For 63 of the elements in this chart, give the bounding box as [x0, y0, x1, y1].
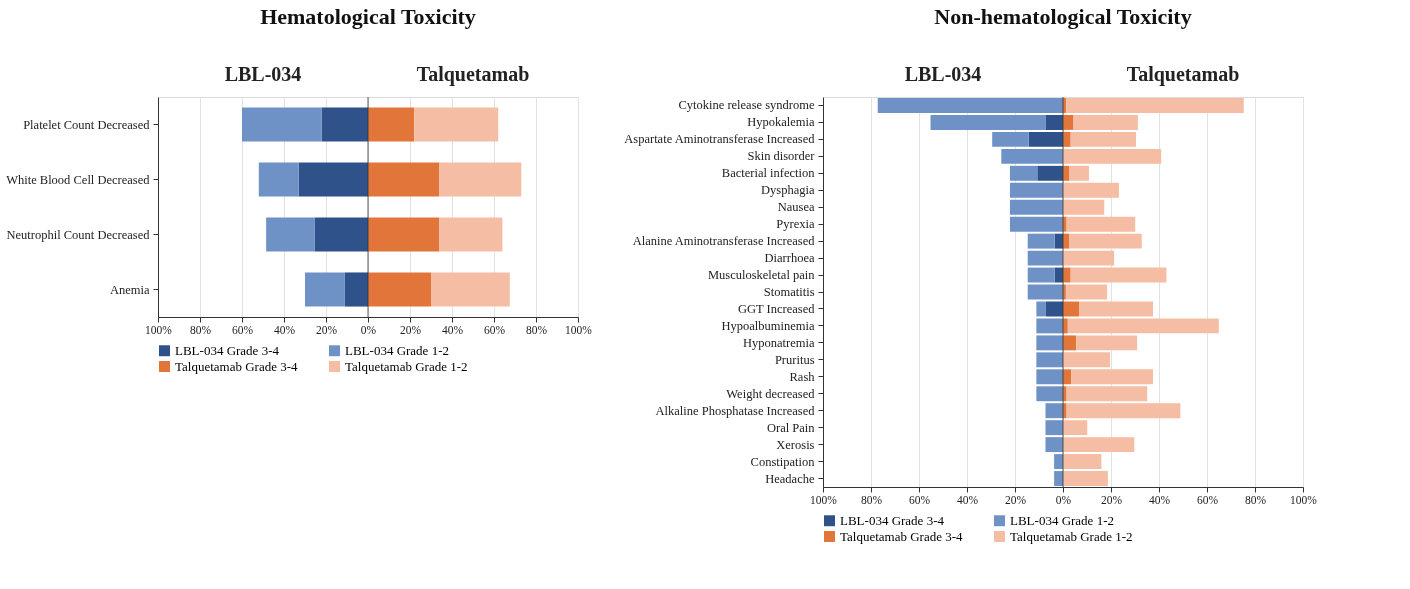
x-tick-label: 60% [1196, 493, 1219, 506]
y-tick-label: Bacterial infection [721, 166, 816, 181]
y-tick-label: Cytokine release syndrome [678, 98, 815, 113]
x-tick-label: 40% [1148, 493, 1171, 506]
x-tick-label: 80% [189, 323, 212, 336]
y-tick-label: Neutrophil Count Decreased [6, 227, 151, 242]
y-tick-label: Hypoalbuminemia [721, 318, 815, 333]
text: Talquetamab [416, 63, 530, 86]
y-tick-label: Hypokalemia [747, 115, 815, 130]
y-tick-label: Weight decreased [726, 386, 816, 401]
y-tick-label: Dysphagia [761, 183, 815, 198]
y-tick-label: Rash [789, 369, 816, 384]
y-tick-label: Headache [765, 471, 815, 486]
y-tick-label: Xerosis [776, 437, 815, 452]
y-tick-label: Diarrhoea [764, 251, 815, 266]
y-tick-label: Aspartate Aminotransferase Increased [624, 132, 816, 147]
x-tick-label: 40% [441, 323, 464, 336]
x-tick-label: 60% [231, 323, 254, 336]
x-tick-label: 20% [315, 323, 338, 336]
y-tick-label: Alanine Aminotransferase Increased [632, 234, 816, 249]
text: LBL-034 [904, 63, 982, 85]
x-tick-label: 80% [1244, 493, 1267, 506]
text: LBL-034 [224, 63, 302, 85]
x-tick-label: 80% [860, 493, 883, 506]
y-tick-label: Pruritus [774, 352, 815, 367]
x-tick-label: 20% [1004, 493, 1027, 506]
legend-label: LBL-034 Grade 3-4 [840, 512, 945, 528]
x-tick-label: 0% [360, 323, 377, 336]
y-tick-label: GGT Increased [738, 301, 816, 316]
x-tick-label: 20% [399, 323, 422, 336]
x-tick-label: 40% [956, 493, 979, 506]
y-tick-label: Oral Pain [766, 420, 816, 435]
x-tick-label: 60% [483, 323, 506, 336]
x-tick-label: 20% [1100, 493, 1123, 506]
legend-label: Talquetamab Grade 1-2 [345, 358, 468, 374]
x-tick-label: 0% [1055, 493, 1072, 506]
legend-label: Talquetamab Grade 1-2 [1010, 528, 1133, 544]
x-tick-label: 100% [565, 323, 593, 336]
legend-label: Talquetamab Grade 3-4 [840, 528, 964, 544]
y-tick-label: Skin disorder [747, 149, 816, 164]
y-tick-label: Hyponatremia [742, 335, 815, 350]
y-tick-label: Constipation [750, 454, 816, 469]
chart-title: Non-hematological Toxicity [934, 4, 1192, 29]
x-tick-label: 100% [810, 493, 838, 506]
legend-label: LBL-034 Grade 1-2 [345, 342, 449, 358]
y-tick-label: Pyrexia [776, 217, 815, 232]
y-tick-label: Alkaline Phosphatase Increased [655, 403, 816, 418]
x-tick-label: 60% [908, 493, 931, 506]
y-tick-label: Musculoskeletal pain [707, 268, 816, 283]
y-tick-label: White Blood Cell Decreased [6, 172, 151, 187]
chart-title: Hematological Toxicity [260, 4, 476, 29]
y-tick-label: Platelet Count Decreased [23, 117, 151, 132]
legend-label: Talquetamab Grade 3-4 [175, 358, 299, 374]
text: Talquetamab [1126, 63, 1240, 86]
x-tick-label: 100% [1290, 493, 1318, 506]
legend-label: LBL-034 Grade 1-2 [1010, 512, 1114, 528]
y-tick-label: Nausea [777, 200, 815, 215]
legend-label: LBL-034 Grade 3-4 [175, 342, 280, 358]
x-tick-label: 40% [273, 323, 296, 336]
x-tick-label: 80% [525, 323, 548, 336]
x-tick-label: 100% [145, 323, 173, 336]
y-tick-label: Anemia [109, 282, 150, 297]
y-tick-label: Stomatitis [763, 285, 815, 299]
